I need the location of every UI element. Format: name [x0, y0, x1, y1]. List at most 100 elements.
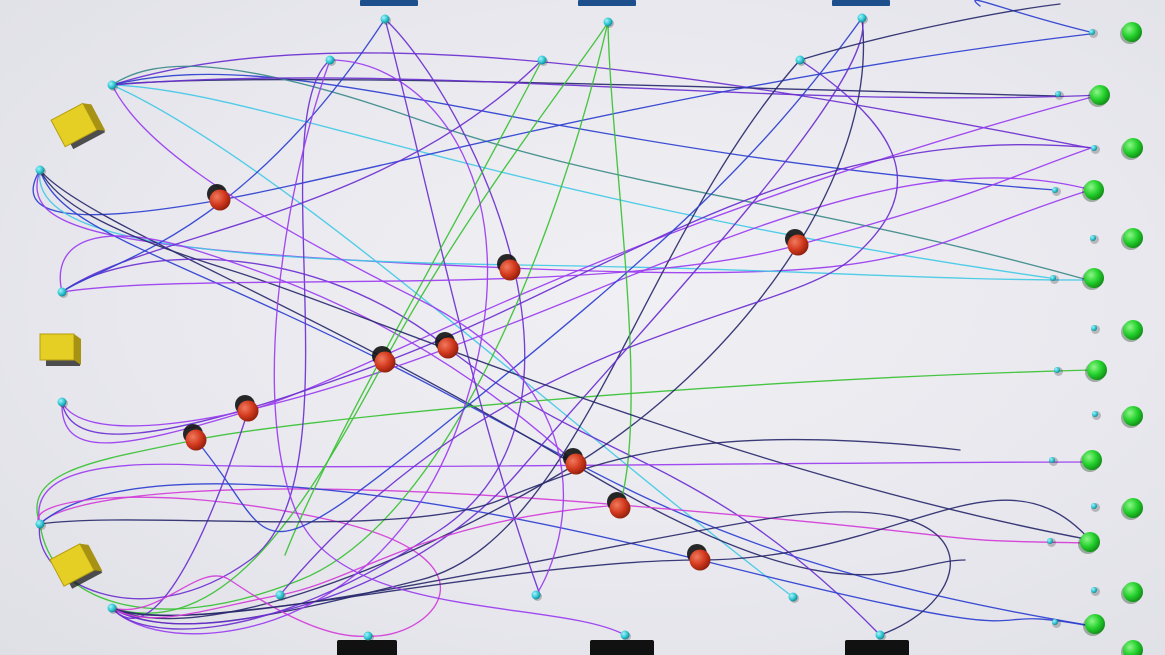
port-node-2 [57, 287, 67, 297]
top-bar-2 [832, 0, 890, 6]
edge-41 [279, 59, 899, 596]
port-node-24 [1091, 325, 1097, 331]
edge-32 [111, 575, 369, 637]
port-node-17 [875, 630, 885, 640]
port-node-21 [1052, 187, 1058, 193]
edge-14 [61, 59, 543, 293]
edge-23 [37, 496, 441, 637]
yellow-block-3-side [79, 543, 103, 572]
edge-0 [111, 52, 1091, 149]
hub-node-3 [374, 351, 396, 373]
port-node-20 [1091, 145, 1097, 151]
terminal-node-11 [1080, 532, 1100, 552]
terminal-node-6 [1123, 320, 1143, 340]
terminal-node-14 [1123, 640, 1143, 655]
port-node-3 [57, 397, 67, 407]
edge-43 [39, 169, 1092, 541]
edge-13 [59, 235, 577, 465]
port-node-27 [1049, 457, 1055, 463]
hub-node-6 [185, 429, 207, 451]
port-node-0 [107, 80, 117, 90]
edge-9 [39, 169, 1093, 281]
port-node-13 [363, 631, 373, 641]
hub-node-9 [689, 549, 711, 571]
edge-33 [111, 59, 489, 635]
terminal-node-13 [1085, 614, 1105, 634]
terminal-node-5 [1084, 268, 1104, 288]
edge-42 [195, 17, 863, 533]
edge-29 [111, 410, 249, 620]
terminal-node-12 [1123, 582, 1143, 602]
edge-48 [799, 3, 1061, 61]
terminal-node-9 [1082, 450, 1102, 470]
port-node-18 [1089, 29, 1095, 35]
terminal-node-4 [1123, 228, 1143, 248]
edge-34 [111, 18, 526, 630]
edge-31 [111, 17, 864, 625]
hub-node-4 [437, 337, 459, 359]
port-node-28 [1091, 503, 1097, 509]
hub-node-2 [787, 234, 809, 256]
port-node-23 [1050, 275, 1056, 281]
hub-node-7 [565, 453, 587, 475]
edge-7 [32, 33, 1091, 216]
yellow-block-1 [50, 102, 106, 150]
edge-layer [32, 0, 1101, 637]
edge-46 [39, 438, 961, 525]
dark-block-2 [845, 640, 909, 655]
port-node-6 [325, 55, 335, 65]
node-layer [35, 0, 1143, 655]
dark-block-1 [590, 640, 654, 655]
edge-35 [111, 511, 951, 636]
port-node-4 [35, 519, 45, 529]
port-node-8 [537, 55, 547, 65]
edge-12 [61, 258, 881, 636]
port-node-16 [788, 592, 798, 602]
terminal-node-2 [1123, 138, 1143, 158]
port-node-26 [1092, 411, 1098, 417]
port-node-25 [1054, 367, 1060, 373]
terminal-node-0 [1122, 22, 1142, 42]
shadow-layer [37, 15, 1141, 655]
port-node-5 [107, 603, 117, 613]
edge-21 [39, 488, 1091, 544]
yellow-block-2-face [39, 333, 75, 361]
port-node-14 [531, 590, 541, 600]
port-node-30 [1091, 587, 1097, 593]
edge-2 [111, 78, 1059, 97]
port-node-31 [1052, 619, 1058, 625]
terminal-node-7 [1087, 360, 1107, 380]
edge-19 [36, 369, 1093, 525]
edge-28 [111, 21, 609, 614]
edge-36 [111, 504, 621, 619]
port-node-1 [35, 165, 45, 175]
port-node-7 [380, 14, 390, 24]
yellow-block-1-side [82, 103, 106, 131]
edge-15 [61, 18, 386, 293]
edge-11 [39, 169, 966, 576]
port-node-11 [857, 13, 867, 23]
edge-45 [111, 84, 565, 596]
terminal-node-1 [1090, 85, 1110, 105]
edge-5 [111, 77, 1101, 99]
edge-18 [61, 177, 1093, 427]
terminal-node-10 [1123, 498, 1143, 518]
edge-20 [38, 461, 1093, 525]
hub-node-8 [609, 497, 631, 519]
hub-node-1 [499, 259, 521, 281]
edge-25 [39, 21, 609, 610]
edge-39 [284, 59, 543, 556]
edge-10 [39, 169, 1088, 626]
yellow-block-3 [49, 543, 103, 589]
top-bar-0 [360, 0, 418, 6]
edge-40 [607, 21, 632, 506]
dark-block-0 [337, 640, 397, 655]
port-node-22 [1090, 235, 1096, 241]
edge-44 [61, 147, 1092, 293]
yellow-block-2-side [74, 334, 81, 365]
hub-node-5 [237, 400, 259, 422]
port-node-19 [1055, 91, 1061, 97]
port-node-15 [620, 630, 630, 640]
